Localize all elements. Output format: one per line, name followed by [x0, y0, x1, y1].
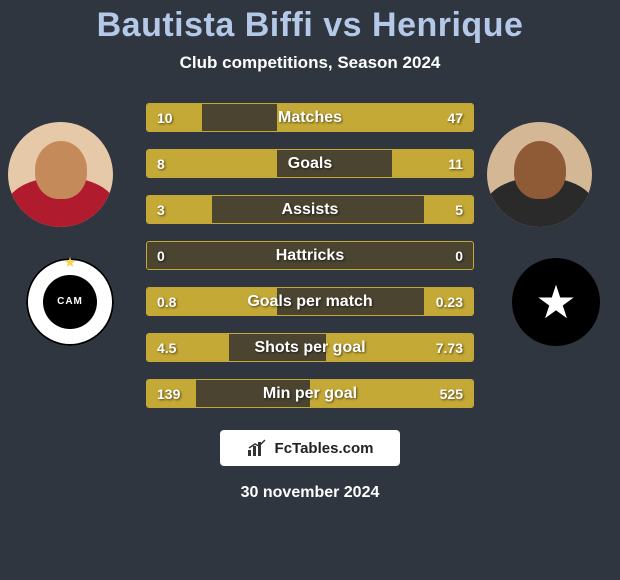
stat-row: 4.57.73Shots per goal: [146, 333, 474, 362]
stats-bars: 1047Matches 811Goals 35Assists 00Hattricks 0…: [146, 103, 474, 408]
stat-label: Assists: [147, 196, 473, 223]
comparison-subtitle: Club competitions, Season 2024: [0, 53, 620, 73]
footer-date: 30 november 2024: [0, 484, 620, 502]
stat-label: Shots per goal: [147, 334, 473, 361]
brand-badge[interactable]: FcTables.com: [220, 430, 400, 466]
stat-label: Hattricks: [147, 242, 473, 269]
comparison-title: Bautista Biffi vs Henrique: [0, 6, 620, 45]
stat-row: 139525Min per goal: [146, 379, 474, 408]
brand-chart-icon: [247, 438, 269, 458]
stat-label: Matches: [147, 104, 473, 131]
stat-row: 00Hattricks: [146, 241, 474, 270]
stat-label: Min per goal: [147, 380, 473, 407]
brand-text: FcTables.com: [275, 440, 374, 457]
stat-label: Goals: [147, 150, 473, 177]
stat-row: 35Assists: [146, 195, 474, 224]
stat-row: 0.80.23Goals per match: [146, 287, 474, 316]
stat-row: 811Goals: [146, 149, 474, 178]
stat-row: 1047Matches: [146, 103, 474, 132]
stat-label: Goals per match: [147, 288, 473, 315]
